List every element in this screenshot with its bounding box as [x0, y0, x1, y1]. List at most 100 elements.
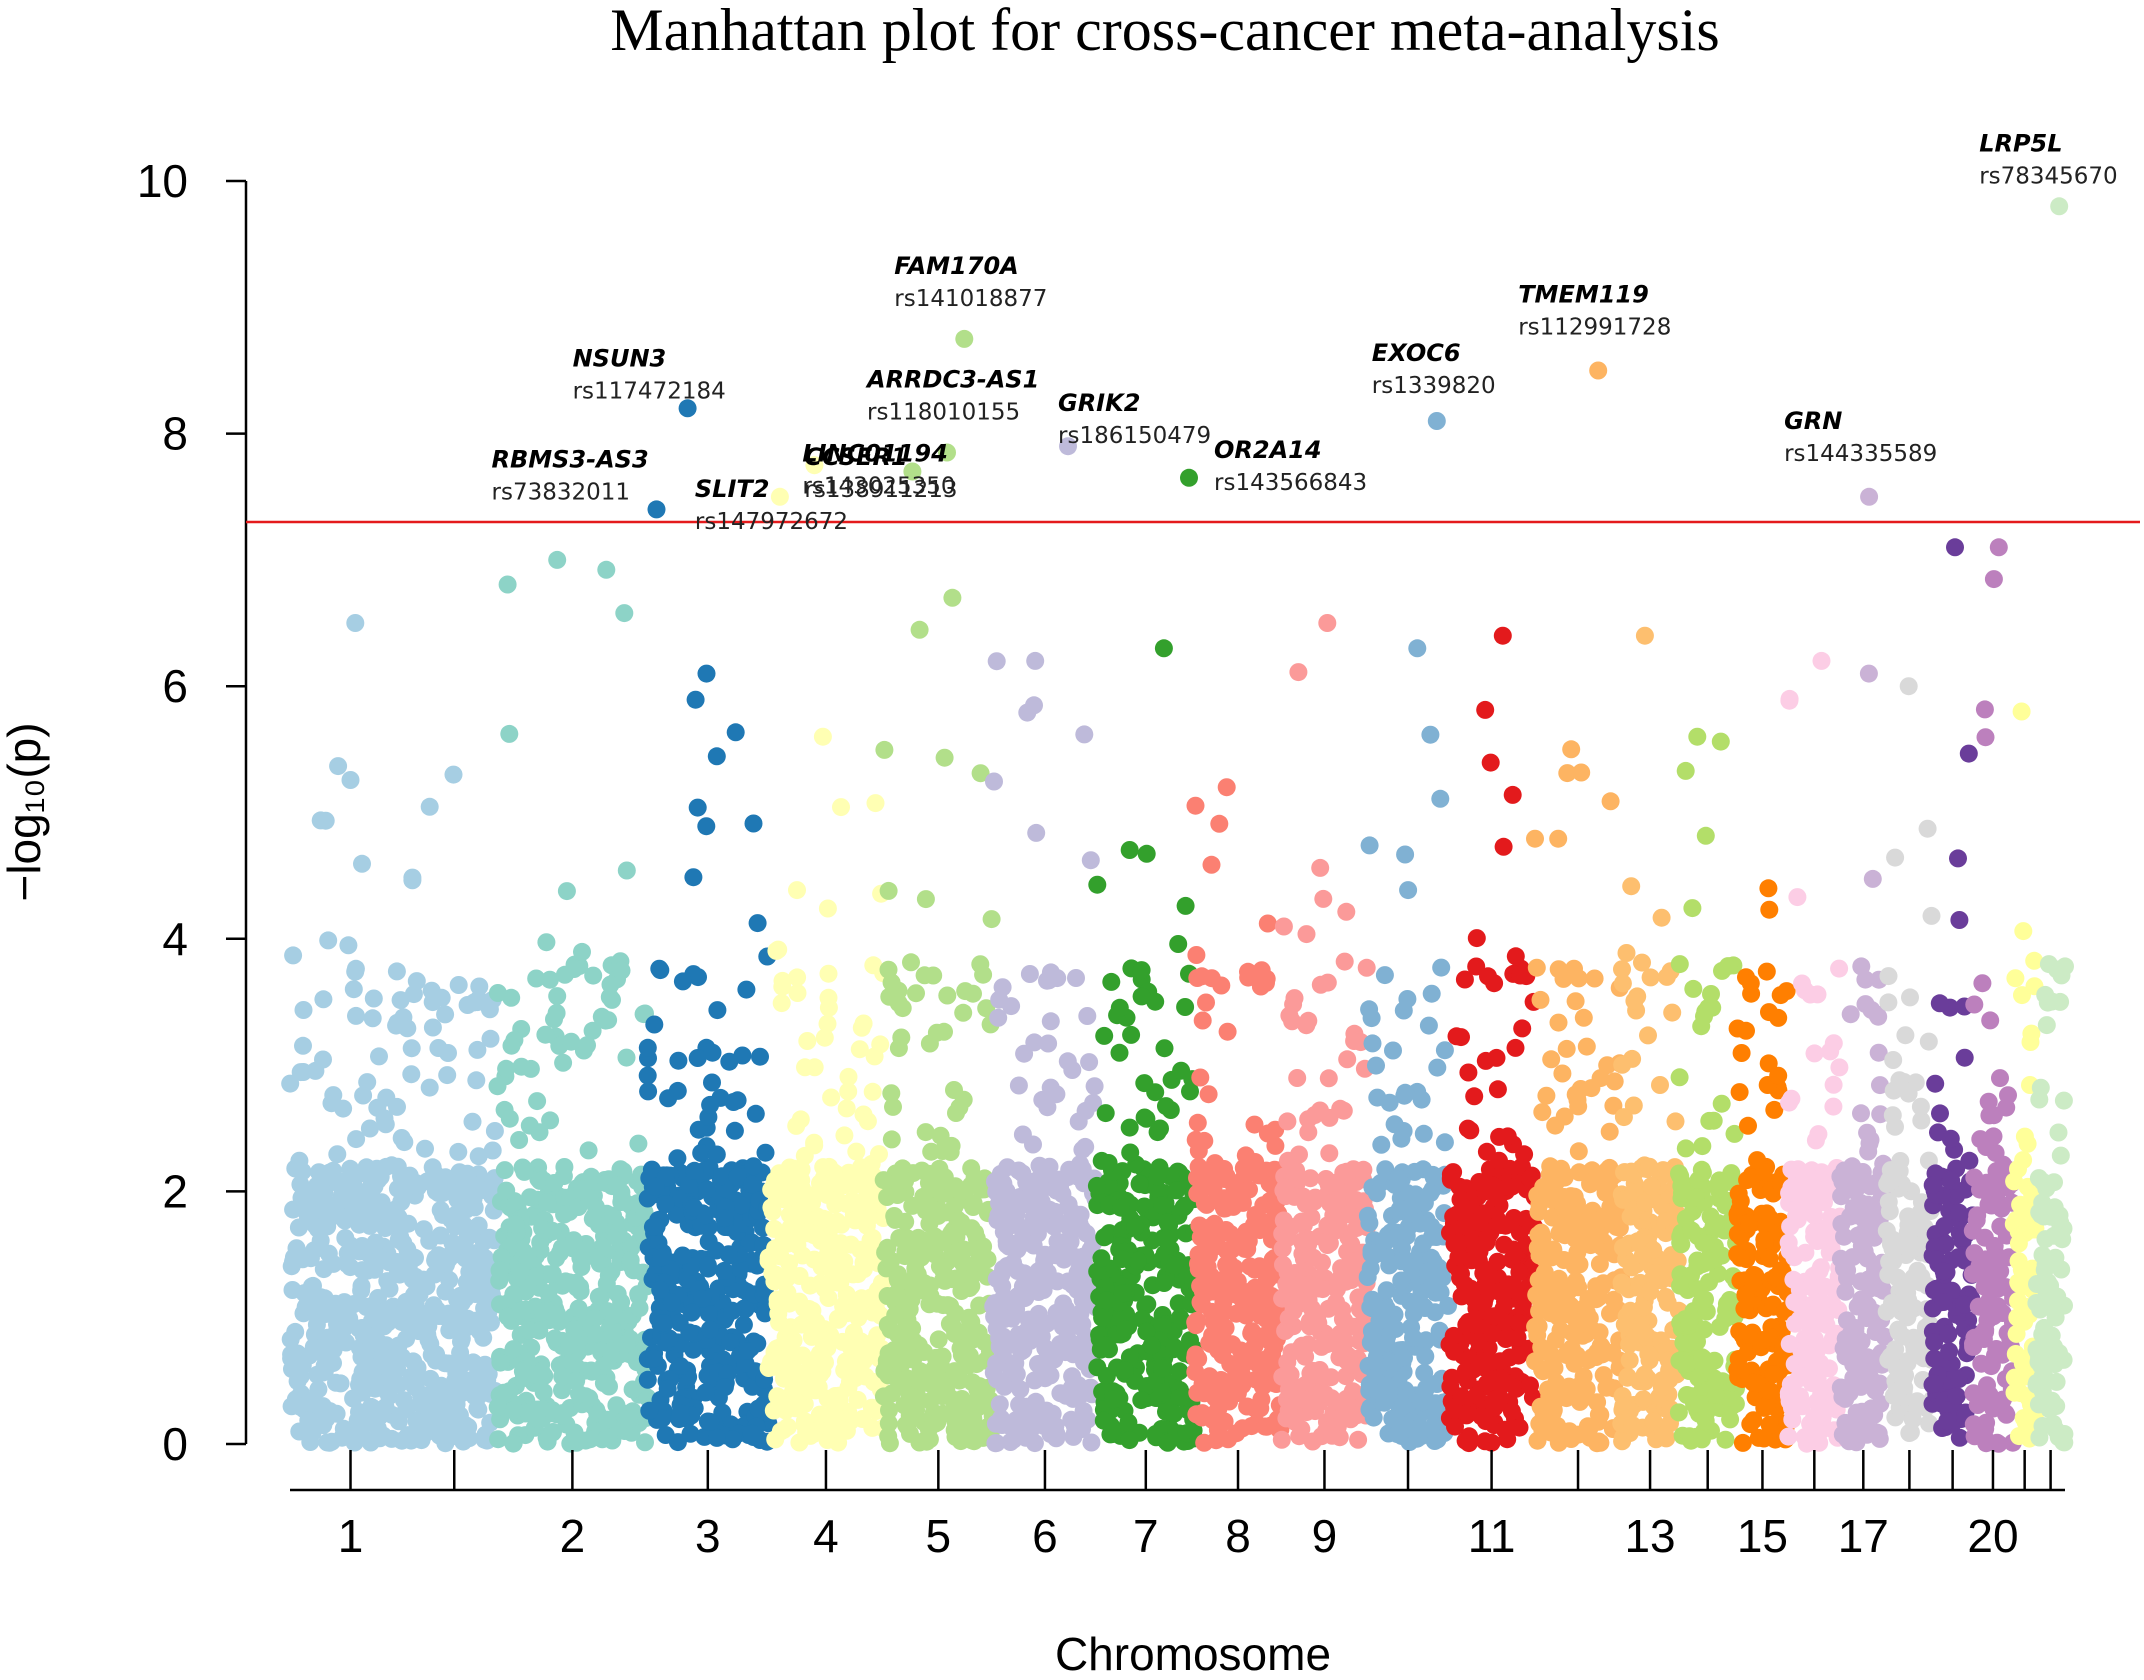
snp-point	[597, 1274, 616, 1293]
snp-point	[1513, 1019, 1532, 1038]
snp-point	[1157, 1229, 1176, 1248]
snp-point	[567, 1358, 586, 1376]
snp-point	[497, 1059, 516, 1078]
snp-point	[1511, 966, 1530, 985]
snp-point	[1652, 908, 1671, 927]
snp-point	[1808, 985, 1827, 1004]
snp-point	[788, 881, 806, 900]
snp-point	[645, 1015, 664, 1034]
snp-point	[793, 1222, 812, 1241]
snp-point	[726, 723, 745, 742]
snp-point	[685, 1161, 704, 1180]
snp-point	[1398, 990, 1417, 1008]
snp-point	[837, 1099, 856, 1118]
snp-point	[1297, 925, 1316, 944]
snp-point	[896, 1212, 915, 1231]
snp-point	[599, 1425, 618, 1444]
snp-point	[662, 1293, 681, 1312]
snp-point	[1173, 1311, 1191, 1330]
snp-point	[407, 1412, 426, 1431]
snp-point	[1130, 1175, 1149, 1194]
snp-point	[952, 1282, 971, 1300]
snp-point	[1478, 1374, 1496, 1393]
snp-point	[555, 1205, 574, 1224]
snp-point	[557, 882, 576, 901]
snp-point	[366, 1233, 385, 1252]
snp-point	[742, 1424, 761, 1443]
snp-point	[1741, 974, 1760, 993]
snp-point	[654, 1314, 673, 1333]
snp-point	[1025, 1434, 1044, 1453]
snp-point	[612, 1193, 631, 1211]
snp-point	[1621, 1207, 1640, 1226]
snp-point	[1633, 1246, 1652, 1265]
snp-point	[543, 1264, 562, 1283]
snp-point	[1170, 1388, 1189, 1407]
snp-point	[1119, 1413, 1138, 1432]
snp-point	[284, 946, 303, 965]
chromosome-17-points	[1831, 664, 1894, 1452]
snp-point	[1189, 1254, 1207, 1273]
snp-point	[1510, 1418, 1529, 1437]
snp-point	[884, 1097, 902, 1116]
snp-point	[449, 1306, 468, 1325]
snp-point	[1889, 1381, 1908, 1400]
snp-point	[1415, 1363, 1434, 1382]
snp-point	[1456, 1362, 1475, 1381]
snp-point	[1557, 1039, 1576, 1058]
snp-peak-point	[444, 765, 463, 784]
snp-point	[604, 1206, 623, 1225]
snp-point	[1024, 1135, 1042, 1154]
snp-point	[447, 1395, 466, 1414]
snp-point	[1290, 1427, 1309, 1446]
snp-point	[1137, 1322, 1156, 1341]
snp-point	[612, 961, 631, 980]
snp-peak-point	[1408, 639, 1427, 658]
snp-point	[1731, 1248, 1750, 1267]
snp-point	[1555, 1188, 1574, 1206]
snp-point	[406, 1248, 424, 1267]
snp-point	[1085, 1077, 1104, 1096]
snp-point	[636, 1433, 654, 1452]
snp-point	[1001, 1235, 1020, 1254]
snp-point	[1613, 1055, 1632, 1074]
snp-point	[1581, 1418, 1599, 1436]
snp-point	[1789, 1160, 1808, 1179]
snp-point	[329, 757, 348, 776]
snp-point	[1476, 700, 1495, 719]
snp-point	[1430, 1321, 1449, 1340]
snp-point	[1360, 836, 1379, 855]
snp-point	[389, 1230, 408, 1249]
snp-point	[1769, 1066, 1788, 1085]
snp-point	[1597, 1378, 1616, 1397]
snp-point	[1258, 1124, 1277, 1143]
snp-point	[1670, 1068, 1689, 1087]
snp-point	[548, 1305, 566, 1323]
snp-point	[1654, 1424, 1673, 1443]
snp-point	[1191, 1068, 1210, 1087]
snp-point	[357, 1298, 376, 1316]
snp-point	[1459, 1313, 1478, 1331]
snp-point	[290, 1151, 309, 1170]
snp-point	[831, 1176, 849, 1195]
snp-point	[810, 1405, 829, 1424]
snp-point	[841, 1235, 860, 1254]
snp-point	[1635, 1365, 1654, 1384]
snp-point	[1335, 1398, 1354, 1417]
snp-point	[492, 1247, 511, 1266]
snp-point	[1361, 1259, 1380, 1278]
snp-point	[301, 1391, 320, 1410]
snp-point	[1375, 1393, 1394, 1412]
snp-point	[1188, 1113, 1207, 1132]
snp-point	[498, 1307, 517, 1326]
snp-point	[708, 1001, 727, 1020]
snp-point	[1855, 1242, 1874, 1261]
snp-point	[1151, 1119, 1169, 1138]
snp-point	[1835, 1227, 1853, 1246]
snp-point	[545, 1010, 563, 1029]
snp-point	[1881, 1347, 1900, 1366]
snp-point	[1574, 1367, 1593, 1386]
snp-point	[1729, 1184, 1748, 1203]
snp-point	[1342, 1355, 1361, 1374]
snp-point	[1191, 1276, 1210, 1295]
